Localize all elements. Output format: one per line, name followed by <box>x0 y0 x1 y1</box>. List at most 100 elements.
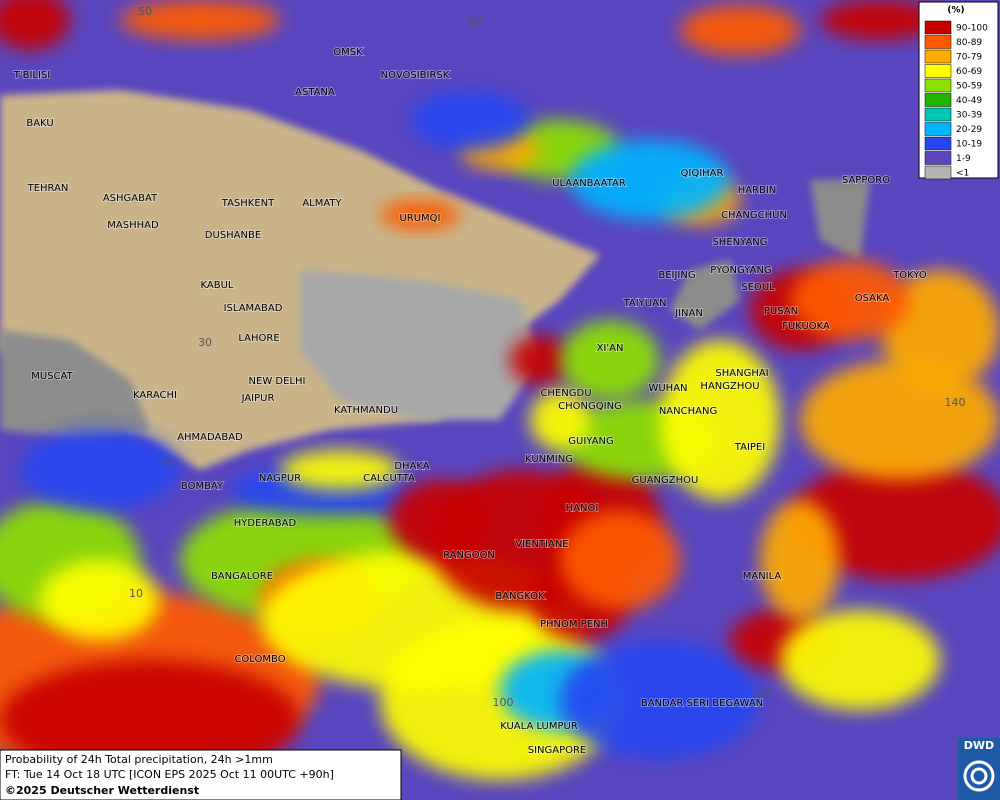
legend-label: 50-59 <box>956 82 982 92</box>
precip-area <box>660 340 780 500</box>
city-label: TAIYUAN <box>623 298 667 309</box>
city-label: XI'AN <box>597 343 624 354</box>
legend-label: 30-39 <box>956 111 982 121</box>
city-label: TASHKENT <box>221 198 275 209</box>
city-label: HYDERABAD <box>234 518 297 529</box>
legend-swatch <box>924 151 952 165</box>
city-label: NANCHANG <box>659 406 717 417</box>
city-label: CHANGCHUN <box>721 210 787 221</box>
legend-label: 40-49 <box>956 96 982 106</box>
city-label: BEIJING <box>658 270 695 281</box>
city-label: DUSHANBE <box>205 230 261 241</box>
logo-swirl-inner <box>970 767 988 785</box>
city-label: RANGOON <box>443 550 495 561</box>
legend-swatch <box>924 93 952 107</box>
legend-swatch <box>924 78 952 93</box>
legend-swatch <box>924 107 952 122</box>
precip-area <box>280 450 400 490</box>
dwd-logo: DWD <box>958 738 1000 800</box>
city-label: BAKU <box>26 118 53 129</box>
precip-area <box>530 390 590 450</box>
logo-swirl <box>963 760 995 792</box>
city-label: TAIPEI <box>734 442 765 453</box>
city-label: NEW DELHI <box>249 376 306 387</box>
legend-label: 70-79 <box>956 53 982 63</box>
city-label: PHNOM PENH <box>540 619 608 630</box>
city-label: COLOMBO <box>234 654 285 665</box>
precip-area <box>120 0 280 40</box>
city-label: ASHGABAT <box>103 193 158 204</box>
city-label: PUSAN <box>764 306 798 317</box>
legend-label: 20-29 <box>956 125 982 135</box>
city-label: HANOI <box>566 503 599 514</box>
grid-label: 60 <box>468 15 482 28</box>
precip-area <box>790 260 910 340</box>
city-label: SAPPORO <box>842 175 890 186</box>
legend-swatch <box>924 49 952 64</box>
precip-area <box>20 430 180 510</box>
grid-label: 50 <box>138 5 152 18</box>
grid-label: 140 <box>945 396 966 409</box>
footer-title: Probability of 24h Total precipitation, … <box>5 753 273 766</box>
footer-box <box>0 749 402 800</box>
precip-area <box>390 480 490 560</box>
city-label: CHENGDU <box>540 388 591 399</box>
city-label: KUALA LUMPUR <box>500 721 578 732</box>
grid-label: 120 <box>752 688 773 701</box>
legend-label: 90-100 <box>956 24 988 34</box>
city-label: BANDAR SERI BEGAWAN <box>641 698 763 709</box>
precip-area <box>560 320 660 400</box>
city-label: KABUL <box>201 280 234 291</box>
precip-area <box>570 140 730 220</box>
precip-area <box>800 360 1000 480</box>
city-label: SHANGHAI <box>715 368 768 379</box>
city-label: HANGZHOU <box>700 381 759 392</box>
city-label: KUNMING <box>525 454 573 465</box>
city-label: JAIPUR <box>241 393 275 404</box>
precip-area <box>790 460 1000 580</box>
city-label: VIENTIANE <box>515 539 568 550</box>
logo-text: DWD <box>964 739 994 752</box>
city-label: MASHHAD <box>107 220 159 231</box>
precip-area <box>0 0 70 50</box>
city-label: ALMATY <box>302 198 342 209</box>
city-label: NAGPUR <box>259 473 301 484</box>
city-label: BOMBAY <box>181 481 224 492</box>
legend-swatch <box>924 64 952 78</box>
grid-label: 100 <box>493 696 514 709</box>
grid-label: 20 <box>161 458 175 471</box>
city-label: NOVOSIBIRSK <box>381 70 450 81</box>
city-label: GUANGZHOU <box>632 475 699 486</box>
precip-area <box>760 500 840 620</box>
precip-area <box>410 90 530 150</box>
city-label: CALCUTTA <box>363 473 415 484</box>
city-label: BANGKOK <box>495 591 545 602</box>
precip-area <box>820 0 940 40</box>
legend-swatch <box>924 122 952 136</box>
city-label: KATHMANDU <box>334 405 398 416</box>
precip-area <box>680 5 800 55</box>
city-label: KARACHI <box>133 390 177 401</box>
footer-copyright: ©2025 Deutscher Wetterdienst <box>5 784 199 797</box>
city-label: LAHORE <box>238 333 279 344</box>
city-label: TOKYO <box>892 270 927 281</box>
dry-land <box>0 90 870 470</box>
legend-label: 1-9 <box>956 154 971 164</box>
legend-swatch <box>924 165 952 180</box>
legend-label: 60-69 <box>956 67 982 77</box>
precip-area <box>380 200 460 230</box>
precip-area <box>510 335 570 385</box>
city-label: SHENYANG <box>712 237 767 248</box>
grid-label: 10 <box>129 587 143 600</box>
city-label: MUSCAT <box>31 371 73 382</box>
precip-area <box>780 610 940 710</box>
city-label: DHAKA <box>394 461 429 472</box>
city-label: ASTANA <box>295 87 335 98</box>
city-label: OSAKA <box>855 293 890 304</box>
city-label: WUHAN <box>648 383 687 394</box>
city-label: TEHRAN <box>27 183 69 194</box>
legend-unit: (%) <box>947 6 964 16</box>
grid-label: 30 <box>198 336 212 349</box>
